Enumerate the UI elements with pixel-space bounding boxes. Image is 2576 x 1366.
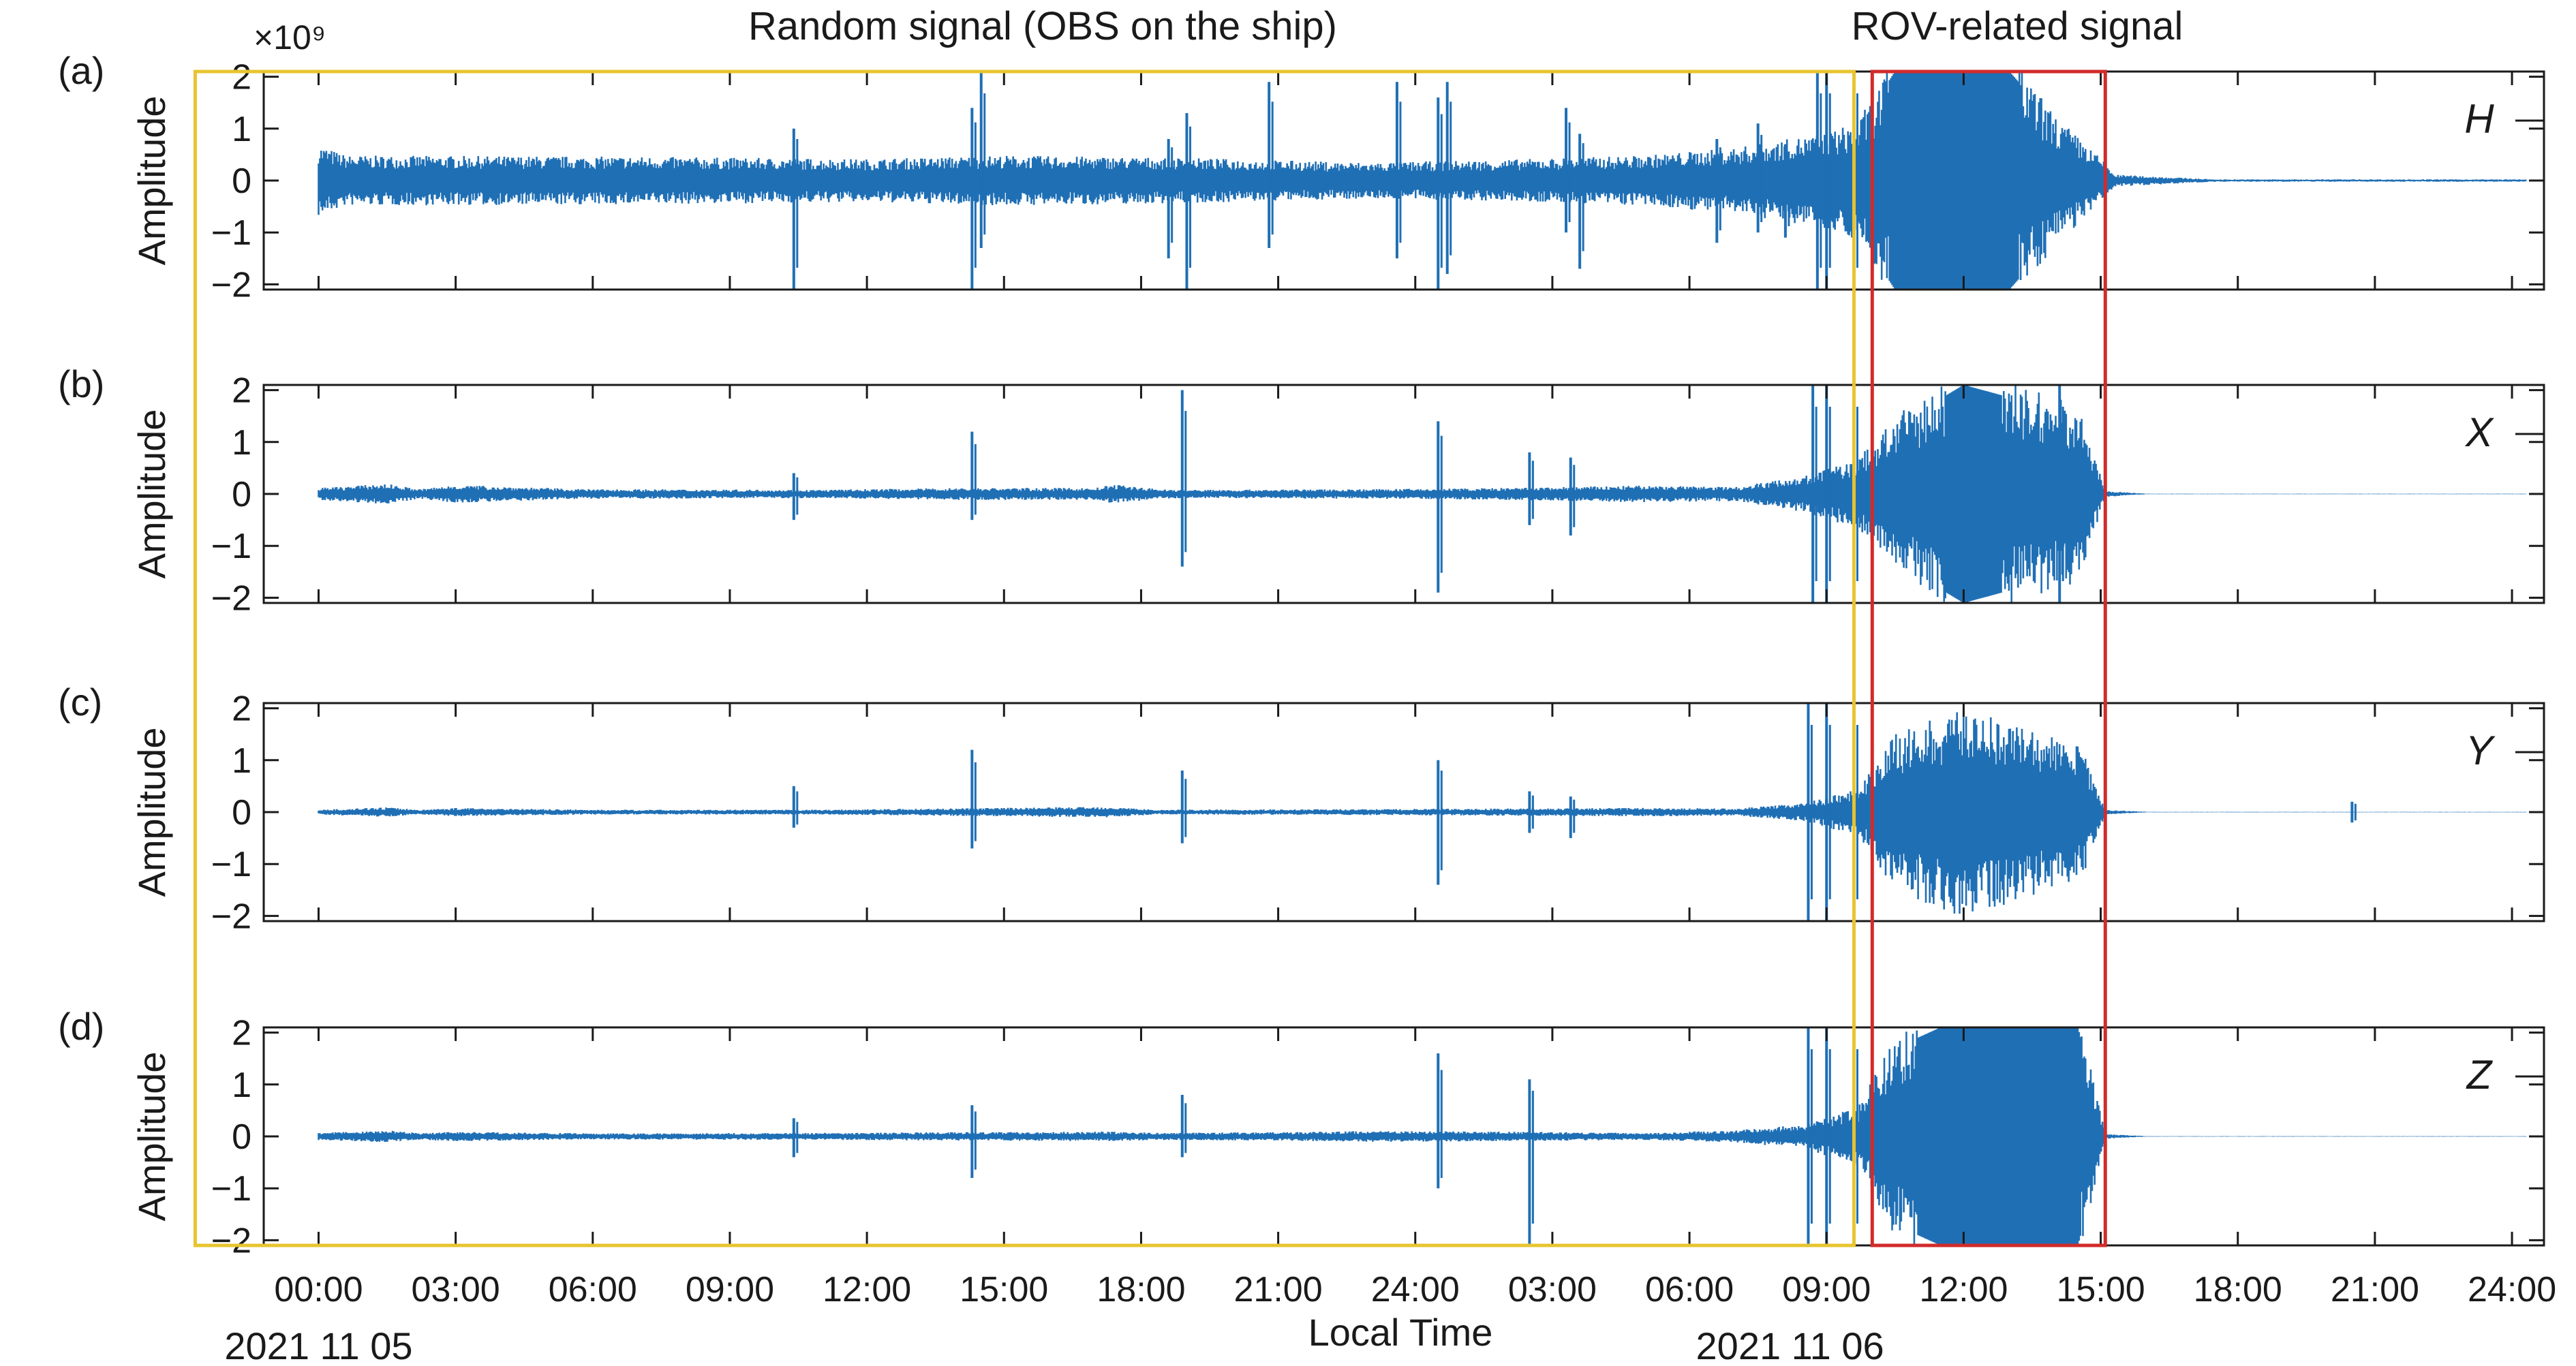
y-tick-label: 2	[232, 689, 251, 729]
x-tick-label: 09:00	[1782, 1270, 1871, 1309]
random-signal-box	[193, 69, 1856, 1247]
panel-label: (d)	[58, 1005, 104, 1048]
x-tick-label: 15:00	[2057, 1270, 2145, 1309]
rov-signal-box	[1870, 69, 2107, 1247]
y-tick-label: 0	[232, 475, 251, 514]
y-tick-label: 0	[232, 793, 251, 833]
x-tick-label: 18:00	[1097, 1270, 1185, 1309]
panel-h: 2 1 0 −1 −2 Amplitude (a) H	[58, 49, 2545, 305]
date-label: 2021 11 06	[1696, 1324, 1884, 1366]
y-tick-label: 1	[232, 423, 251, 463]
x-tick-label: 12:00	[1919, 1270, 2008, 1309]
y-tick-label: 1	[232, 110, 251, 149]
y-tick-label: 0	[232, 161, 251, 201]
x-tick-label: 00:00	[274, 1270, 363, 1309]
waveform-h	[318, 72, 2527, 290]
waveform-y	[318, 705, 2527, 914]
panel-z: 2 1 0 −1 −2 Amplitude (d) Z	[58, 1005, 2545, 1260]
x-tick-label: 03:00	[1508, 1270, 1597, 1309]
y-tick-label: 2	[232, 1014, 251, 1053]
y-axis-title: Amplitude	[130, 95, 173, 265]
x-tick-label: 24:00	[2468, 1270, 2556, 1309]
rov-signal-annotation: ROV-related signal	[1852, 4, 2183, 48]
x-tick-label: 15:00	[960, 1270, 1048, 1309]
y-tick-label: −1	[211, 213, 251, 253]
x-tick-label: 21:00	[1234, 1270, 1323, 1309]
waveform-x	[318, 385, 2527, 603]
panel-label: (a)	[58, 49, 104, 92]
channel-label: Y	[2466, 728, 2496, 773]
y-tick-label: 2	[232, 58, 251, 97]
x-tick-label: 21:00	[2331, 1270, 2419, 1309]
y-tick-label: −2	[211, 265, 251, 305]
x-tick-label: 03:00	[412, 1270, 500, 1309]
plot-layer: 2 1 0 −1 −2 Amplitude (a) H 2 1 0 −1 −2 Amplitude (b) X…	[58, 49, 2545, 1260]
y-exponent-label: ×10⁹	[254, 18, 326, 57]
date-label: 2021 11 05	[224, 1324, 412, 1366]
y-axis-title: Amplitude	[130, 409, 173, 578]
y-tick-label: 1	[232, 741, 251, 781]
y-tick-label: 2	[232, 371, 251, 411]
x-tick-label: 06:00	[1645, 1270, 1734, 1309]
channel-label: X	[2464, 409, 2494, 455]
y-tick-label: −1	[211, 527, 251, 566]
x-tick-label: 18:00	[2194, 1270, 2282, 1309]
x-tick-label: 24:00	[1371, 1270, 1460, 1309]
y-tick-label: −2	[211, 1221, 251, 1260]
panel-y: 2 1 0 −1 −2 Amplitude (c) Y	[58, 681, 2545, 936]
random-signal-annotation: Random signal (OBS on the ship)	[748, 4, 1337, 48]
y-tick-label: −1	[211, 845, 251, 884]
y-tick-label: −2	[211, 897, 251, 936]
y-axis-title: Amplitude	[130, 727, 173, 897]
waveform-z	[318, 1027, 2527, 1245]
x-tick-label: 06:00	[549, 1270, 637, 1309]
x-axis-title: Local Time	[1308, 1311, 1493, 1354]
x-tick-label: 09:00	[686, 1270, 774, 1309]
overlay-layer: ×10⁹ 00:00 03:00 06:00 09:00 12:00 15:00 18:00 2…	[193, 4, 2556, 1366]
panel-label: (c)	[58, 681, 102, 724]
channel-label: Z	[2466, 1052, 2494, 1098]
y-tick-label: −2	[211, 578, 251, 618]
panel-x: 2 1 0 −1 −2 Amplitude (b) X	[58, 362, 2545, 618]
y-tick-label: 0	[232, 1117, 251, 1157]
y-tick-label: 1	[232, 1066, 251, 1105]
y-axis-title: Amplitude	[130, 1051, 173, 1221]
x-tick-label: 12:00	[823, 1270, 911, 1309]
channel-label: H	[2464, 96, 2494, 142]
panel-label: (b)	[58, 362, 104, 405]
y-tick-label: −1	[211, 1169, 251, 1209]
